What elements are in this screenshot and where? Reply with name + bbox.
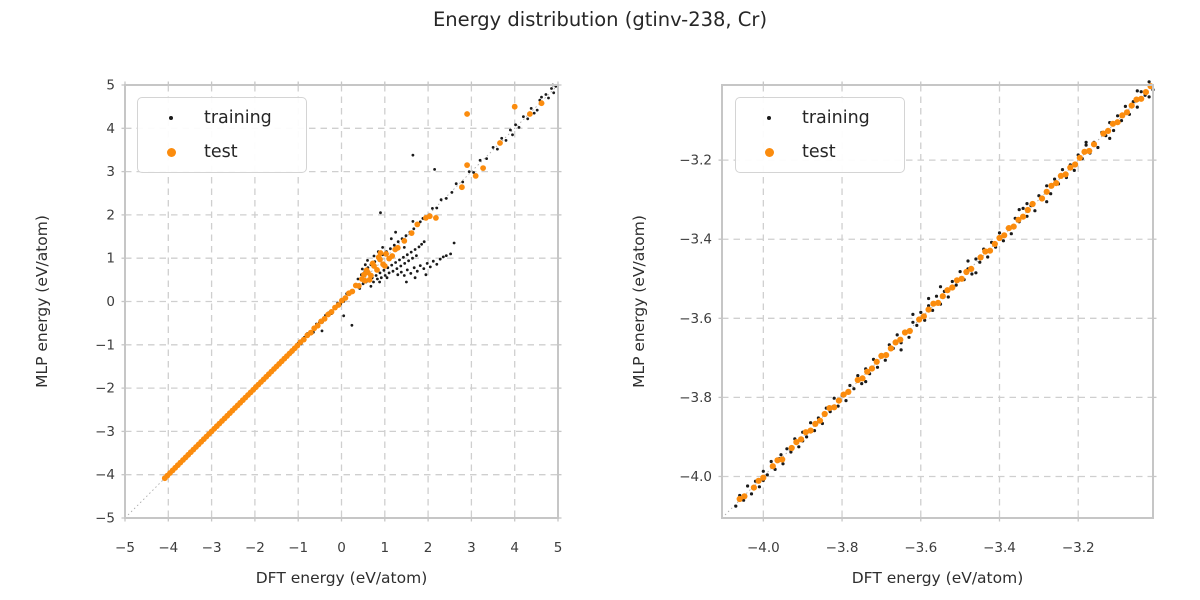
plot-canvas: −4.0 −3.8 −3.6 −3.4 −3.2 −4.0 −3.8 −3.6 −3.4 −3.2… bbox=[630, 80, 1157, 587]
svg-text:−3.2: −3.2 bbox=[679, 153, 712, 169]
x-axis-label: DFT energy (eV/atom) bbox=[256, 569, 428, 587]
legend-label-test: test bbox=[204, 142, 238, 162]
training-marker bbox=[736, 116, 802, 120]
svg-text:3: 3 bbox=[106, 164, 115, 180]
svg-text:−3: −3 bbox=[202, 540, 222, 556]
svg-text:−3.6: −3.6 bbox=[679, 311, 712, 327]
svg-text:5: 5 bbox=[554, 540, 563, 556]
svg-text:0: 0 bbox=[337, 540, 346, 556]
svg-text:−3.8: −3.8 bbox=[679, 390, 712, 406]
legend-label-training: training bbox=[802, 108, 870, 128]
y-axis-label: MLP energy (eV/atom) bbox=[33, 215, 51, 388]
svg-text:−1: −1 bbox=[288, 540, 308, 556]
svg-text:−3.4: −3.4 bbox=[679, 232, 712, 248]
training-marker bbox=[138, 116, 204, 120]
tick-labels: −5 −4 −3 −2 −1 0 1 2 3 4 5 −5 −4 −3 −2 −1 0 1 2 3 4 5 bbox=[95, 78, 562, 557]
series-test bbox=[736, 83, 1154, 503]
legend-entry-test: test bbox=[736, 135, 886, 169]
svg-text:−3.6: −3.6 bbox=[904, 540, 937, 556]
svg-text:−5: −5 bbox=[95, 511, 115, 527]
svg-text:−3.8: −3.8 bbox=[826, 540, 859, 556]
legend-entry-training: training bbox=[138, 101, 288, 135]
svg-text:−3: −3 bbox=[95, 424, 115, 440]
svg-text:1: 1 bbox=[381, 540, 390, 556]
legend-label-training: training bbox=[204, 108, 272, 128]
figure-title: Energy distribution (gtinv-238, Cr) bbox=[432, 8, 768, 31]
svg-text:2: 2 bbox=[106, 207, 115, 223]
svg-text:4: 4 bbox=[510, 540, 519, 556]
legend-label-test: test bbox=[802, 142, 836, 162]
y-axis-label: MLP energy (eV/atom) bbox=[630, 215, 648, 388]
svg-text:3: 3 bbox=[467, 540, 476, 556]
legend: training test bbox=[137, 97, 307, 173]
svg-text:−4.0: −4.0 bbox=[747, 540, 780, 556]
tick-marks bbox=[718, 81, 1157, 522]
svg-text:−2: −2 bbox=[245, 540, 265, 556]
test-marker bbox=[138, 147, 204, 157]
svg-text:−3.4: −3.4 bbox=[983, 540, 1016, 556]
plot-border bbox=[721, 84, 1154, 519]
x-axis-label: DFT energy (eV/atom) bbox=[852, 569, 1024, 587]
svg-text:5: 5 bbox=[106, 78, 115, 94]
svg-text:−2: −2 bbox=[95, 381, 115, 397]
legend-entry-training: training bbox=[736, 101, 886, 135]
svg-text:2: 2 bbox=[424, 540, 433, 556]
svg-text:−4.0: −4.0 bbox=[679, 469, 712, 485]
legend-entry-test: test bbox=[138, 135, 288, 169]
svg-text:−3.2: −3.2 bbox=[1062, 540, 1095, 556]
tick-marks bbox=[121, 81, 562, 522]
svg-text:4: 4 bbox=[106, 121, 115, 137]
svg-text:−1: −1 bbox=[95, 337, 115, 353]
series-test bbox=[161, 100, 545, 482]
left-scatter-plot: −5 −4 −3 −2 −1 0 1 2 3 4 5 −5 −4 −3 −2 −1 0 1 2 3 4 5 DFT ener… bbox=[0, 50, 600, 600]
svg-text:−4: −4 bbox=[95, 467, 115, 483]
tick-labels: −4.0 −3.8 −3.6 −3.4 −3.2 −4.0 −3.8 −3.6 −3.4 −3.2 bbox=[679, 153, 1094, 556]
right-scatter-plot: −4.0 −3.8 −3.6 −3.4 −3.2 −4.0 −3.8 −3.6 −3.4 −3.2… bbox=[600, 50, 1200, 600]
legend: training test bbox=[735, 97, 905, 173]
test-marker bbox=[736, 147, 802, 157]
svg-text:0: 0 bbox=[106, 294, 115, 310]
svg-text:1: 1 bbox=[106, 251, 115, 267]
svg-text:−4: −4 bbox=[158, 540, 178, 556]
svg-text:−5: −5 bbox=[115, 540, 135, 556]
